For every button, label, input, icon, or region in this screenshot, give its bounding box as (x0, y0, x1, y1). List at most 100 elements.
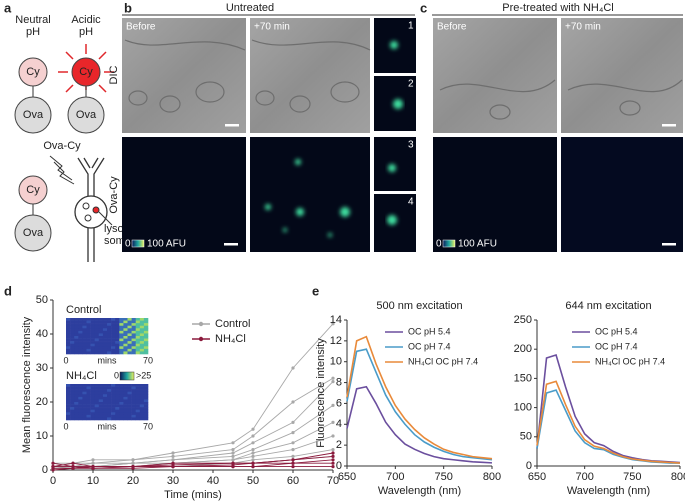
heatmap-cell (111, 399, 116, 403)
heatmap-cell (115, 346, 120, 350)
heatmap-cell (119, 330, 124, 334)
heatmap-cell (119, 323, 124, 327)
heatmap-cell (143, 338, 149, 342)
legend-swatch (198, 321, 204, 327)
micrograph (561, 137, 683, 252)
panel-c: c Pre-treated with NH₄Cl Before +70 min … (420, 0, 683, 252)
heatmap-cell (86, 320, 91, 324)
heatmap-cell (115, 341, 120, 345)
x-tick-label: 800 (483, 471, 501, 483)
heatmap-cell (139, 325, 145, 329)
heatmap-cell (107, 348, 112, 352)
heatmap-cell (66, 402, 71, 405)
inset-axis: 70 (143, 421, 153, 431)
heatmap-cell (135, 341, 141, 345)
heatmap-cell (74, 404, 79, 408)
heatmap-cell (74, 351, 79, 355)
data-point (291, 465, 295, 469)
data-point (91, 458, 95, 462)
heatmap-cell (78, 396, 83, 400)
heatmap-cell (123, 412, 128, 416)
heatmap-cell (66, 343, 71, 347)
heatmap-cell (111, 320, 116, 324)
heatmap-cell (102, 346, 108, 350)
heatmap-cell (102, 386, 108, 390)
heatmap-cell (135, 412, 141, 416)
y-tick-label: 6 (336, 397, 342, 409)
protein-label: Ova (23, 227, 44, 239)
heatmap-cell (86, 394, 91, 398)
heatmap-cell (123, 417, 128, 421)
heatmap-cell (98, 399, 104, 403)
heatmap-cell (135, 417, 141, 421)
heatmap-cell (78, 386, 83, 390)
dye (18, 175, 48, 205)
heatmap-cell (70, 414, 75, 418)
heatmap-cell (131, 414, 136, 418)
heatmap-cell (66, 414, 71, 418)
dye (71, 57, 101, 87)
heatmap-cell (70, 396, 75, 400)
heatmap-cell (123, 318, 128, 321)
heatmap-cell (131, 323, 136, 327)
heatmap-cell (131, 330, 136, 334)
x-tick-label: 50 (247, 475, 259, 487)
data-line (52, 421, 334, 469)
y-tick-label: 150 (514, 372, 532, 384)
data-point (251, 427, 255, 431)
heatmap-cell (70, 386, 75, 390)
heatmap-cell (135, 399, 141, 403)
heatmap-cell (86, 333, 91, 337)
heatmap-cell (74, 402, 79, 405)
data-point (291, 461, 295, 465)
x-axis-label: Wavelength (nm) (378, 485, 461, 497)
heatmap-cell (74, 414, 79, 418)
heatmap-cell (123, 348, 128, 352)
x-tick-label: 0 (50, 475, 56, 487)
y-tick-label: 200 (514, 343, 532, 355)
heatmap-cell (123, 328, 128, 332)
heatmap-cell (107, 320, 112, 324)
heatmap-cell (78, 384, 83, 387)
pointer (98, 211, 113, 226)
heatmap-cell (66, 412, 71, 416)
heatmap-cell (131, 325, 136, 329)
heatmap-cell (111, 333, 116, 337)
heatmap-cell (135, 394, 141, 398)
heatmap-cell (102, 384, 108, 387)
heatmap-cell (115, 323, 120, 327)
x-tick-label: 750 (434, 471, 452, 483)
heatmap-cell (139, 391, 145, 395)
data-point (331, 461, 335, 465)
heatmap-cell (98, 325, 104, 329)
heatmap-cell (135, 396, 141, 400)
data-point (91, 461, 95, 465)
heatmap-cell (119, 328, 124, 332)
heatmap-cell (90, 404, 95, 408)
heatmap-cell (115, 330, 120, 334)
heatmap-cell (102, 396, 108, 400)
colorbar (442, 239, 456, 248)
cells (439, 79, 683, 120)
heatmap-cell (111, 351, 116, 355)
panel-title: Pre-treated with NH₄Cl (502, 2, 613, 14)
data-line (53, 435, 334, 468)
heatmap-cell (119, 386, 124, 390)
heatmap-cell (86, 330, 91, 334)
heatmap-cell (127, 346, 132, 350)
heatmap-cell (94, 325, 100, 329)
heatmap-cell (98, 404, 104, 408)
heatmap-cell (78, 325, 83, 329)
heatmap-cell (111, 341, 116, 345)
heatmap-cell (115, 336, 120, 339)
heatmap-cell (102, 399, 108, 403)
heatmap-cell (82, 394, 87, 398)
heatmap-cell (94, 323, 100, 327)
scale-bar (662, 243, 676, 246)
heatmap-cell (66, 318, 71, 321)
heatmap-cell (107, 394, 112, 398)
y-tick-label: 0 (526, 460, 532, 472)
x-axis-label: Wavelength (nm) (567, 485, 650, 497)
heatmap-cell (115, 386, 120, 390)
heatmap-cell (119, 389, 124, 393)
